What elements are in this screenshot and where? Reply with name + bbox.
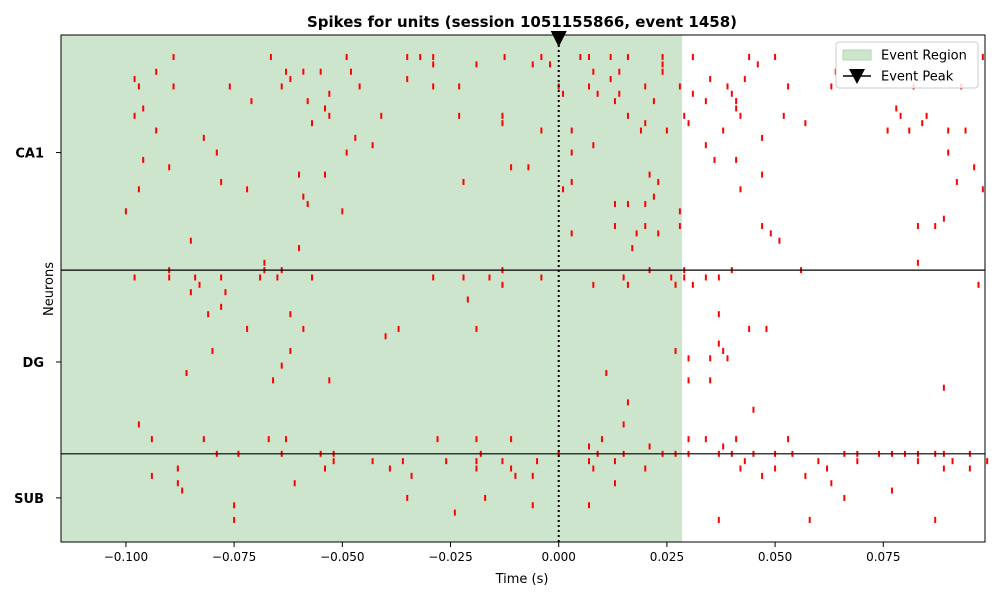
- x-tick-label: 0.000: [542, 550, 576, 564]
- region-labels: CA1 DG SUB: [14, 147, 61, 507]
- spike-series-ca1: [124, 54, 984, 266]
- legend-label: Event Region: [881, 49, 967, 64]
- legend-marker-event-peak: [849, 69, 865, 84]
- legend-swatch-event-region: [842, 49, 872, 61]
- x-tick-label: −0.050: [320, 550, 364, 564]
- spike-series-sub: [150, 436, 989, 523]
- x-tick-label: −0.075: [212, 550, 256, 564]
- legend-label: Event Peak: [881, 70, 954, 85]
- x-axis: −0.100 −0.075 −0.050 −0.025 0.000 0.025 0.050 0…: [104, 542, 900, 564]
- event-region-shade: [61, 35, 683, 542]
- y-axis-label: Neurons: [42, 262, 57, 316]
- region-label-dg: DG: [23, 356, 44, 371]
- x-tick-label: 0.075: [866, 550, 900, 564]
- region-label-sub: SUB: [14, 492, 44, 507]
- x-axis-label: Time (s): [495, 572, 549, 587]
- x-tick-label: −0.100: [104, 550, 148, 564]
- chart-title: Spikes for units (session 1051155866, ev…: [307, 13, 737, 31]
- region-label-ca1: CA1: [15, 147, 44, 162]
- x-tick-label: 0.050: [758, 550, 792, 564]
- plot-area: [60, 31, 989, 543]
- x-tick-label: 0.025: [650, 550, 684, 564]
- plot-frame: [60, 34, 986, 543]
- x-tick-label: −0.025: [428, 550, 472, 564]
- legend: Event Region Event Peak: [835, 41, 979, 89]
